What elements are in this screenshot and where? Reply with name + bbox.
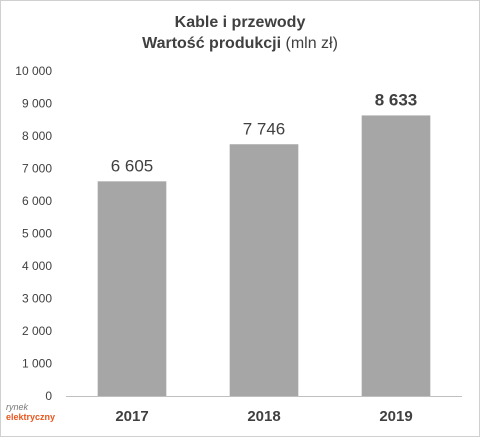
chart-subtitle: Wartość produkcji (mln zł) xyxy=(0,33,480,54)
y-tick-label: 4 000 xyxy=(22,259,52,273)
y-tick-label: 2 000 xyxy=(22,324,52,338)
x-tick-label: 2018 xyxy=(247,408,280,425)
y-tick-label: 5 000 xyxy=(22,227,52,241)
chart-subtitle-unit: (mln zł) xyxy=(281,35,338,52)
x-tick-label: 2019 xyxy=(379,408,412,425)
chart-title: Kable i przewody xyxy=(174,14,306,31)
data-label: 7 746 xyxy=(243,119,286,138)
y-tick-label: 7 000 xyxy=(22,162,52,176)
chart-title-block: Kable i przewody Wartość produkcji (mln … xyxy=(0,12,480,54)
logo-line-2: elektryczny xyxy=(6,412,56,422)
bar xyxy=(97,181,167,396)
chart-subtitle-main: Wartość produkcji xyxy=(142,35,282,52)
x-tick-label: 2017 xyxy=(115,408,148,425)
y-tick-label: 3 000 xyxy=(22,292,52,306)
y-tick-label: 0 xyxy=(45,389,52,403)
logo-line-1: rynek xyxy=(6,402,29,412)
y-tick-label: 6 000 xyxy=(22,194,52,208)
y-tick-label: 10 000 xyxy=(15,64,52,78)
y-tick-label: 1 000 xyxy=(22,357,52,371)
y-tick-label: 9 000 xyxy=(22,97,52,111)
data-label: 8 633 xyxy=(375,90,418,109)
bar xyxy=(229,144,299,396)
data-label: 6 605 xyxy=(111,156,154,175)
bar xyxy=(361,115,431,397)
logo: rynek elektryczny xyxy=(6,402,55,422)
y-tick-label: 8 000 xyxy=(22,129,52,143)
